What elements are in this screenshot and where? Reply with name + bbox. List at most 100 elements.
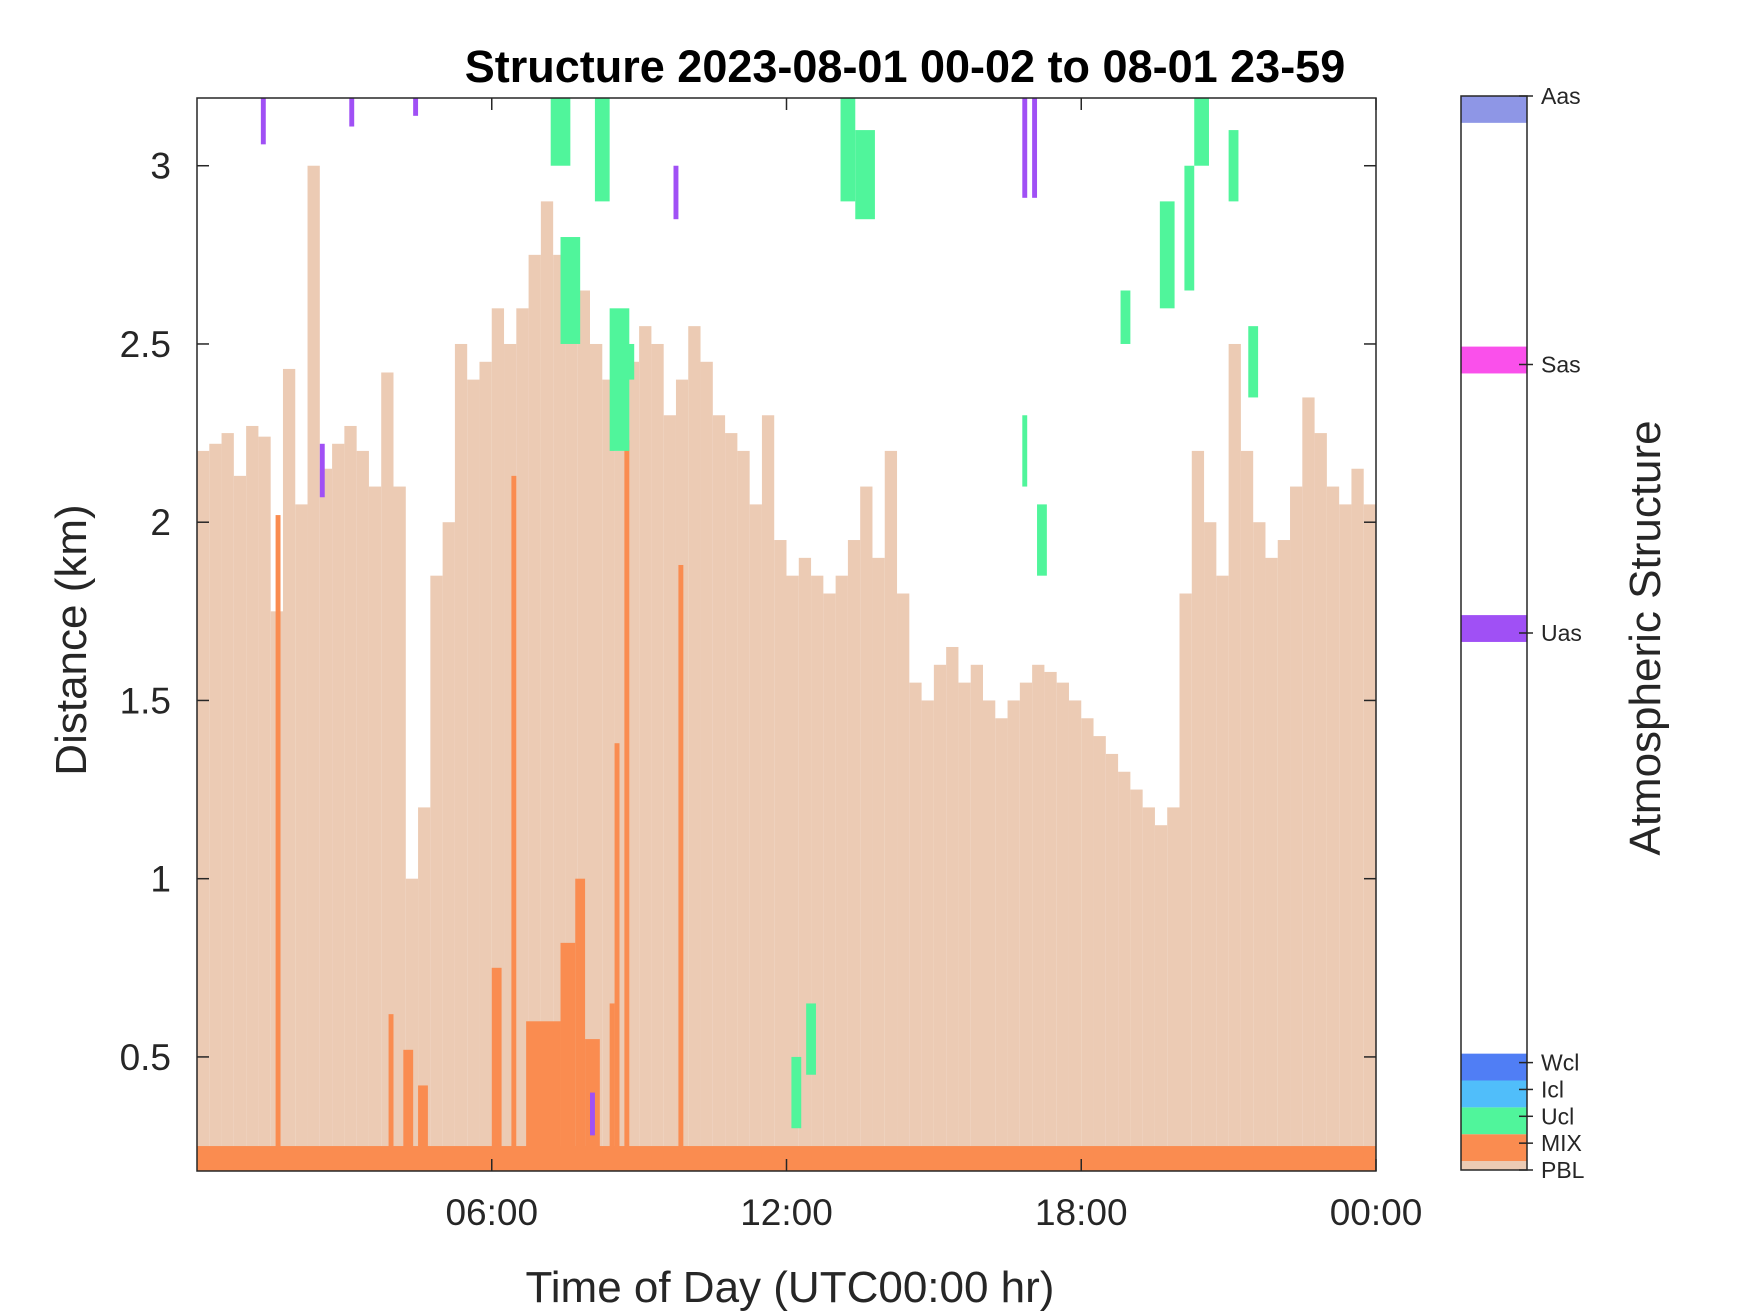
pbl-bar-71: [1068, 700, 1082, 1171]
mix-bar-14: [678, 564, 684, 1171]
pbl-bar-55: [872, 557, 885, 1171]
ucl-bar-8: [855, 130, 875, 220]
pbl-bar-18: [418, 807, 431, 1171]
pbl-bar-52: [835, 575, 848, 1171]
colorbar-tick-label-uas: Uas: [1541, 620, 1582, 646]
pbl-bar-22: [467, 379, 480, 1172]
pbl-bar-66: [1007, 700, 1020, 1171]
pbl-bar-83: [1216, 575, 1229, 1171]
pbl-bar-47: [774, 540, 787, 1171]
colorbar-swatch-icl: [1461, 1080, 1527, 1108]
colorbar-swatch-pbl: [1461, 1161, 1527, 1170]
pbl-bar-26: [516, 308, 529, 1171]
pbl-bar-94: [1351, 468, 1364, 1171]
colorbar-swatch-uas: [1461, 615, 1527, 642]
pbl-bar-84: [1228, 343, 1241, 1171]
pbl-bar-7: [282, 368, 296, 1171]
uas-bar-1: [319, 443, 325, 498]
pbl-bar-28: [540, 201, 554, 1172]
pbl-bar-16: [393, 486, 406, 1171]
y-axis-label: Distance (km): [47, 504, 96, 775]
uas-bar-6: [1022, 98, 1028, 198]
mix-bar-5: [491, 967, 502, 1171]
uas-bar-3: [413, 98, 419, 116]
pbl-bar-13: [356, 450, 369, 1171]
pbl-bar-4: [246, 425, 259, 1171]
pbl-bar-59: [921, 700, 934, 1171]
pbl-bar-40: [688, 326, 701, 1171]
pbl-bar-81: [1191, 450, 1205, 1171]
pbl-bar-91: [1314, 433, 1327, 1171]
mix-bar-11: [609, 1003, 615, 1171]
mix-bar-8: [560, 942, 576, 1171]
pbl-bar-79: [1167, 807, 1180, 1171]
pbl-bar-5: [258, 436, 271, 1171]
colorbar-tick-label-ucl: Ucl: [1541, 1103, 1574, 1129]
y-tick-label-2: 1.5: [120, 680, 171, 721]
colorbar-swatch-ucl: [1461, 1107, 1527, 1135]
pbl-bar-23: [479, 361, 492, 1171]
pbl-bar-29: [553, 254, 566, 1172]
pbl-bar-38: [663, 415, 676, 1172]
pbl-bar-46: [761, 415, 775, 1172]
pbl-bar-74: [1105, 753, 1119, 1171]
pbl-bar-92: [1326, 486, 1340, 1171]
colorbar-swatch-sas: [1461, 346, 1527, 374]
pbl-bar-2: [221, 433, 234, 1171]
pbl-bar-72: [1081, 718, 1094, 1171]
pbl-bar-53: [847, 540, 861, 1171]
y-tick-label-4: 2.5: [120, 324, 171, 365]
pbl-bar-78: [1154, 825, 1168, 1171]
pbl-bar-50: [811, 575, 824, 1171]
uas-bar-5: [673, 165, 679, 220]
pbl-bar-69: [1044, 671, 1057, 1171]
pbl-bar-70: [1056, 682, 1069, 1171]
y-tick-label-5: 3: [150, 146, 171, 187]
pbl-bar-48: [786, 575, 799, 1171]
ucl-bar-6: [806, 1003, 816, 1075]
pbl-bar-27: [528, 254, 541, 1172]
ucl-bar-3: [609, 308, 630, 451]
pbl-bar-73: [1093, 736, 1106, 1171]
ucl-bar-5: [791, 1056, 802, 1129]
series-mix: [197, 440, 1376, 1172]
uas-bar-2: [349, 98, 355, 127]
pbl-bar-12: [344, 425, 357, 1171]
pbl-bar-0: [197, 450, 210, 1171]
pbl-bar-43: [725, 433, 738, 1171]
pbl-bar-21: [454, 343, 468, 1171]
pbl-bar-65: [995, 718, 1008, 1171]
pbl-bar-56: [884, 450, 898, 1171]
ucl-bar-12: [1159, 201, 1175, 309]
pbl-bar-90: [1302, 397, 1315, 1171]
pbl-bar-44: [737, 450, 750, 1171]
mix-bar-12: [614, 743, 620, 1171]
pbl-bar-58: [909, 682, 922, 1171]
mix-bar-1: [275, 515, 281, 1171]
pbl-bar-9: [307, 165, 320, 1171]
pbl-bar-82: [1204, 522, 1217, 1171]
pbl-bar-24: [491, 308, 505, 1171]
pbl-bar-35: [626, 361, 640, 1171]
ucl-bar-9: [1022, 415, 1028, 487]
colorbar-tick-label-pbl: PBL: [1541, 1157, 1585, 1183]
pbl-bar-93: [1339, 504, 1352, 1171]
colorbar-tick-label-sas: Sas: [1541, 352, 1581, 378]
colorbar-tick-label-icl: Icl: [1541, 1076, 1564, 1102]
pbl-bar-86: [1253, 522, 1266, 1171]
pbl-bar-62: [958, 682, 971, 1171]
pbl-bar-68: [1032, 664, 1045, 1171]
chart-title: Structure 2023-08-01 00-02 to 08-01 23-5…: [465, 41, 1346, 92]
pbl-bar-51: [823, 593, 836, 1171]
series-uas: [260, 98, 1038, 1136]
colorbar-swatch-wcl: [1461, 1053, 1527, 1081]
x-tick-label-1: 12:00: [740, 1192, 833, 1233]
pbl-bar-88: [1277, 540, 1291, 1171]
pbl-bar-87: [1265, 557, 1278, 1171]
colorbar-tick-label-mix: MIX: [1541, 1130, 1582, 1156]
data-marks: [197, 98, 1376, 1172]
uas-bar-4: [590, 1092, 595, 1136]
ucl-bar-7: [840, 98, 856, 202]
